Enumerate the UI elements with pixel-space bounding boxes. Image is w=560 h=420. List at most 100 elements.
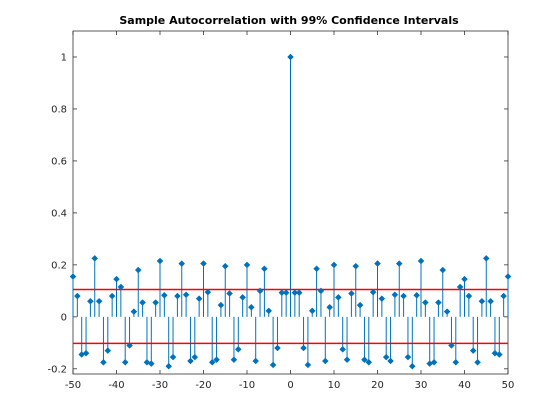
stem-marker bbox=[195, 295, 203, 302]
x-tick-label: 10 bbox=[328, 380, 341, 391]
stem-marker bbox=[117, 283, 125, 291]
stem-marker bbox=[121, 358, 129, 366]
stem-marker bbox=[413, 291, 421, 299]
stem-marker bbox=[252, 357, 260, 365]
x-tick-label: 30 bbox=[415, 380, 428, 391]
stem-marker bbox=[126, 342, 133, 349]
y-tick-label: 1 bbox=[61, 52, 67, 63]
stem-marker bbox=[443, 308, 451, 315]
stem-marker bbox=[269, 361, 277, 369]
stem-marker bbox=[204, 288, 212, 296]
stem-marker bbox=[404, 353, 412, 361]
stem-marker bbox=[421, 299, 429, 306]
stem-marker bbox=[374, 260, 381, 267]
stem-marker bbox=[487, 297, 494, 305]
stem-marker bbox=[108, 292, 116, 300]
stem-marker bbox=[361, 356, 368, 364]
stem-marker bbox=[495, 351, 503, 358]
stem-marker bbox=[156, 257, 164, 265]
stem-marker bbox=[448, 342, 455, 349]
stem-marker bbox=[321, 357, 329, 365]
stem-marker bbox=[365, 358, 373, 366]
stem-marker bbox=[247, 303, 255, 311]
stem-marker bbox=[391, 291, 399, 299]
stem-marker bbox=[295, 289, 303, 297]
stem-marker bbox=[217, 301, 225, 309]
x-tick-label: -10 bbox=[239, 380, 255, 391]
stem-marker bbox=[278, 289, 286, 297]
x-tick-label: -50 bbox=[65, 380, 81, 391]
stem-marker bbox=[261, 265, 268, 273]
stem-marker bbox=[91, 255, 99, 262]
stem-marker bbox=[187, 357, 194, 365]
stem-marker bbox=[95, 297, 103, 305]
x-tick-label: -30 bbox=[152, 380, 168, 391]
stem-marker bbox=[104, 347, 112, 354]
chart-title: Sample Autocorrelation with 99% Confiden… bbox=[119, 14, 459, 27]
stem-marker bbox=[400, 292, 407, 300]
stem-marker bbox=[308, 307, 316, 315]
stem-marker bbox=[326, 303, 334, 311]
stem-marker bbox=[343, 356, 351, 364]
stem-marker bbox=[408, 362, 416, 370]
stem-marker bbox=[382, 353, 390, 361]
stem-marker bbox=[378, 295, 386, 302]
stem-marker bbox=[226, 290, 233, 297]
stem-marker bbox=[69, 273, 77, 280]
stem-marker bbox=[369, 288, 377, 296]
stem-marker bbox=[474, 358, 481, 366]
y-tick-label: 0 bbox=[61, 312, 67, 323]
stem-marker bbox=[478, 297, 486, 305]
stem-marker bbox=[334, 293, 342, 301]
stem-marker bbox=[213, 356, 220, 364]
stem-marker bbox=[317, 287, 325, 295]
stem-marker bbox=[313, 265, 320, 273]
stem-marker bbox=[234, 345, 242, 353]
stem-marker bbox=[461, 275, 468, 283]
stem-marker bbox=[239, 293, 247, 301]
stem-marker bbox=[200, 260, 207, 267]
stem-marker bbox=[430, 358, 438, 366]
stem-marker bbox=[221, 262, 229, 270]
stem-marker bbox=[73, 292, 81, 300]
stem-marker bbox=[465, 292, 473, 300]
stem-marker bbox=[456, 283, 464, 291]
stem-marker bbox=[191, 353, 199, 361]
y-tick-label: -0.2 bbox=[47, 364, 67, 375]
stem-marker bbox=[330, 261, 338, 269]
stem-marker bbox=[265, 307, 273, 315]
stem-marker bbox=[134, 266, 142, 274]
stem-marker bbox=[87, 297, 94, 305]
stem-marker bbox=[143, 358, 151, 366]
stem-marker bbox=[352, 262, 360, 270]
stem-marker bbox=[356, 301, 364, 309]
stem-marker bbox=[160, 291, 168, 299]
x-tick-label: -20 bbox=[195, 380, 211, 391]
x-tick-label: 20 bbox=[371, 380, 384, 391]
stem-marker bbox=[435, 299, 442, 306]
stem-marker bbox=[139, 299, 146, 306]
stem-marker bbox=[274, 344, 281, 352]
stem-marker bbox=[100, 358, 107, 366]
x-tick-label: 0 bbox=[287, 380, 293, 391]
stem-marker bbox=[78, 351, 86, 358]
stem-marker bbox=[169, 353, 177, 361]
stem-marker bbox=[504, 273, 512, 280]
stem-marker bbox=[482, 255, 490, 262]
x-tick-label: -40 bbox=[108, 380, 124, 391]
stem-marker bbox=[287, 53, 294, 61]
x-tick-label: 40 bbox=[458, 380, 471, 391]
plot-area: -50 -40 -30 -20 -10 0 10 20 30 40 50 -0.2 0 0.2 0.4 0.6… bbox=[47, 30, 514, 391]
stem-marker bbox=[500, 292, 508, 300]
stem-marker bbox=[348, 290, 355, 297]
stem-marker bbox=[300, 344, 307, 352]
y-tick-label: 0.8 bbox=[51, 104, 67, 115]
stem-marker bbox=[130, 308, 138, 315]
stem-marker bbox=[339, 345, 347, 353]
stem-marker bbox=[452, 358, 460, 366]
stem-marker bbox=[256, 287, 264, 295]
stem-marker bbox=[304, 361, 312, 369]
stem-marker bbox=[230, 356, 238, 364]
